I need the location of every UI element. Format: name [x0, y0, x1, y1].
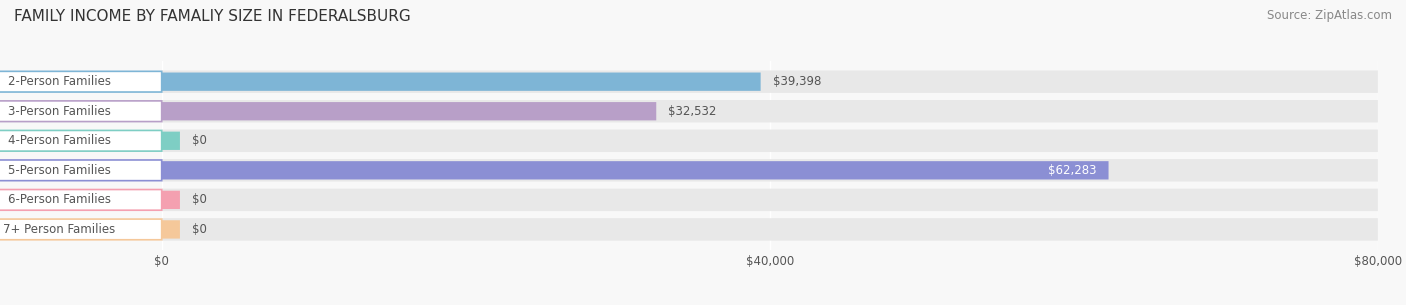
FancyBboxPatch shape — [0, 219, 162, 240]
Text: 4-Person Families: 4-Person Families — [7, 134, 111, 147]
FancyBboxPatch shape — [162, 161, 1108, 179]
Text: $39,398: $39,398 — [773, 75, 821, 88]
Text: $0: $0 — [193, 134, 207, 147]
Text: 3-Person Families: 3-Person Families — [7, 105, 111, 118]
FancyBboxPatch shape — [162, 220, 180, 239]
Text: 6-Person Families: 6-Person Families — [7, 193, 111, 206]
FancyBboxPatch shape — [162, 132, 180, 150]
FancyBboxPatch shape — [162, 191, 180, 209]
FancyBboxPatch shape — [0, 71, 162, 92]
FancyBboxPatch shape — [162, 159, 1378, 181]
Text: 2-Person Families: 2-Person Families — [7, 75, 111, 88]
FancyBboxPatch shape — [0, 189, 162, 210]
Text: $32,532: $32,532 — [668, 105, 717, 118]
Text: FAMILY INCOME BY FAMALIY SIZE IN FEDERALSBURG: FAMILY INCOME BY FAMALIY SIZE IN FEDERAL… — [14, 9, 411, 24]
FancyBboxPatch shape — [162, 70, 1378, 93]
FancyBboxPatch shape — [0, 101, 162, 122]
FancyBboxPatch shape — [162, 102, 657, 120]
FancyBboxPatch shape — [0, 160, 162, 181]
Text: $0: $0 — [193, 223, 207, 236]
Text: Source: ZipAtlas.com: Source: ZipAtlas.com — [1267, 9, 1392, 22]
Text: 7+ Person Families: 7+ Person Families — [3, 223, 115, 236]
FancyBboxPatch shape — [0, 131, 162, 151]
Text: $0: $0 — [193, 193, 207, 206]
FancyBboxPatch shape — [162, 130, 1378, 152]
Text: $62,283: $62,283 — [1047, 164, 1097, 177]
FancyBboxPatch shape — [162, 100, 1378, 123]
FancyBboxPatch shape — [162, 188, 1378, 211]
FancyBboxPatch shape — [162, 218, 1378, 241]
Text: 5-Person Families: 5-Person Families — [7, 164, 111, 177]
FancyBboxPatch shape — [162, 73, 761, 91]
